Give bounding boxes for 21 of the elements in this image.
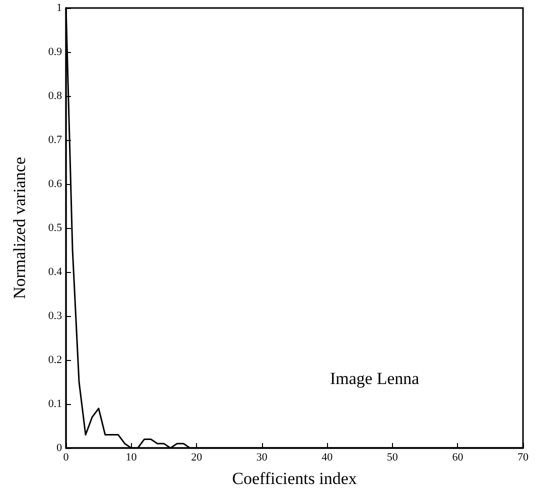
y-tick-label: 0.6	[48, 178, 62, 190]
x-axis-title: Coefficients index	[232, 469, 358, 488]
y-axis-title: Normalized variance	[10, 156, 29, 300]
x-tick-label: 70	[518, 452, 529, 464]
y-tick-label: 0.7	[48, 134, 62, 146]
y-tick-label: 0.3	[48, 310, 62, 322]
y-tick-label: 0	[56, 442, 62, 454]
x-tick-label: 60	[452, 452, 464, 464]
y-tick-label: 0.4	[48, 266, 62, 278]
x-tick-label: 40	[322, 452, 334, 464]
x-tick-label: 10	[126, 452, 138, 464]
y-tick-label: 0.5	[48, 222, 62, 234]
x-tick-label: 50	[386, 452, 398, 464]
y-tick-label: 0.1	[48, 398, 62, 410]
y-tick-label: 1	[56, 2, 62, 14]
y-tick-label: 0.8	[48, 90, 62, 102]
y-tick-label: 0.2	[48, 354, 62, 366]
y-tick-label: 0.9	[48, 46, 62, 58]
x-tick-label: 20	[191, 452, 203, 464]
x-tick-label: 30	[256, 452, 268, 464]
annotation: Image Lenna	[330, 369, 420, 388]
